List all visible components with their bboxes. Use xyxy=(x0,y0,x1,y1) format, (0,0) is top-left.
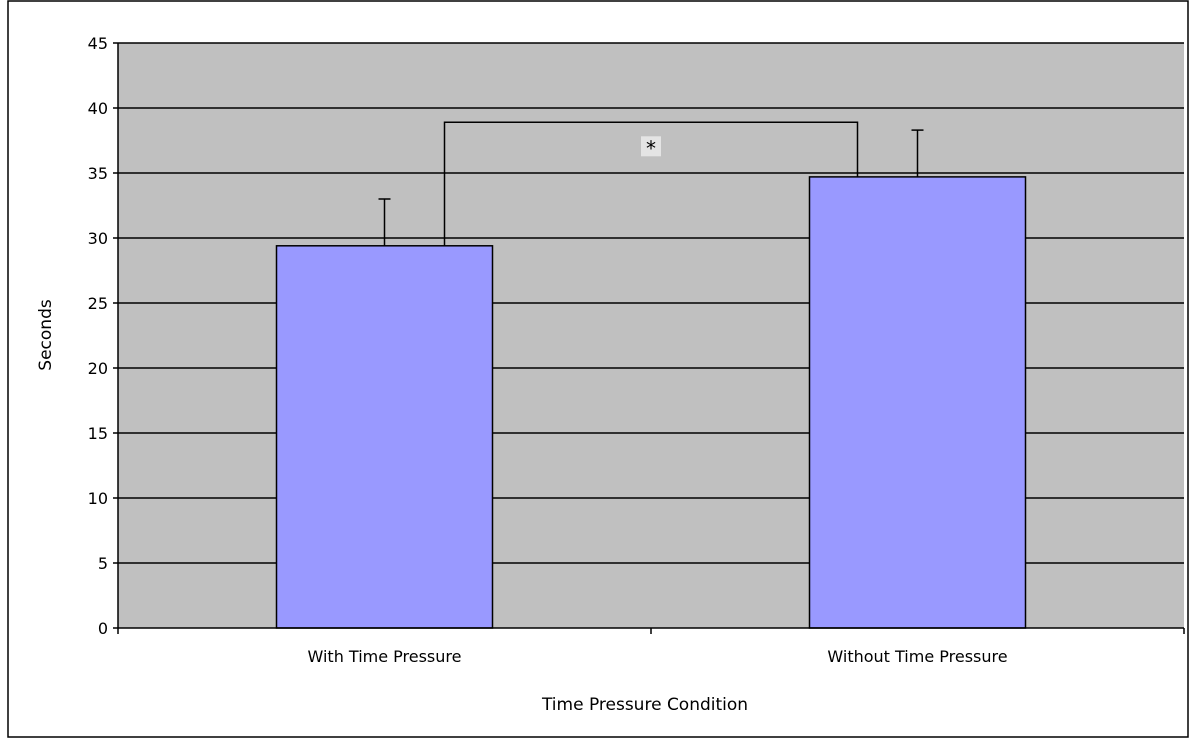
bars xyxy=(275,129,1027,629)
y-tick-label: 5 xyxy=(98,554,108,573)
significance-marker: * xyxy=(646,136,656,160)
y-tick-label: 40 xyxy=(88,99,108,118)
y-tick-label: 20 xyxy=(88,359,108,378)
x-axis-title: Time Pressure Condition xyxy=(541,695,748,715)
significance-bracket xyxy=(443,121,859,246)
y-tick-label: 35 xyxy=(88,164,108,183)
significance-marker-box xyxy=(641,136,661,157)
y-tick-label: 15 xyxy=(88,424,108,443)
y-tick-label: 45 xyxy=(88,34,108,53)
bar xyxy=(275,245,494,629)
y-tick-label: 10 xyxy=(88,489,108,508)
y-tick-label: 30 xyxy=(88,229,108,248)
axes: 0 5 10 15 20 25 30 35 40 45 With Time Pressure With… xyxy=(88,34,1185,666)
y-tick-label: 25 xyxy=(88,294,108,313)
x-category-label: Without Time Pressure xyxy=(827,647,1007,666)
y-axis-title: Seconds xyxy=(36,299,56,371)
y-tick-label: 0 xyxy=(98,619,108,638)
x-category-label: With Time Pressure xyxy=(308,647,462,666)
bar xyxy=(808,176,1027,629)
significance-annotation: * xyxy=(443,121,859,246)
